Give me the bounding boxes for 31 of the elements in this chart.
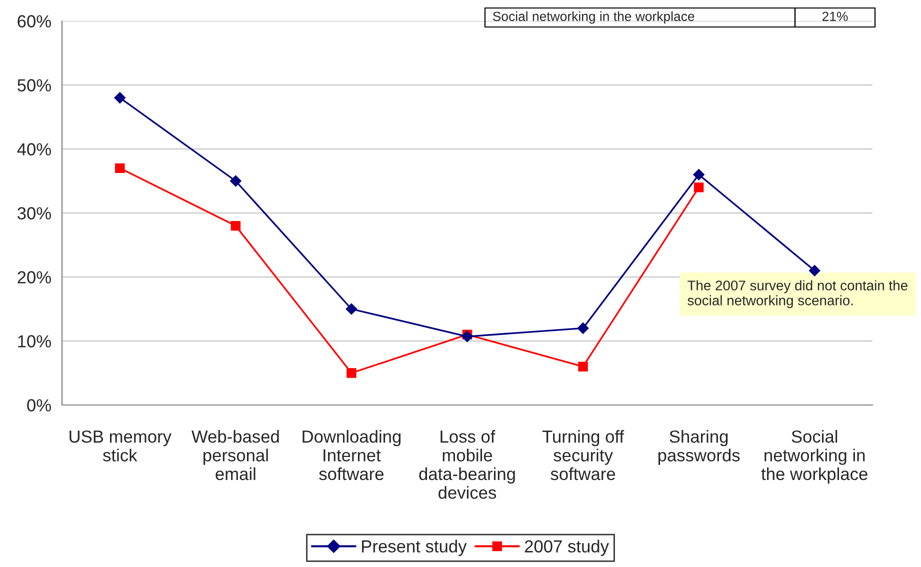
point — [462, 330, 473, 342]
x-tick-label: Turning off security software — [542, 430, 624, 480]
point — [577, 322, 589, 334]
point — [114, 92, 126, 104]
point — [230, 220, 241, 231]
point — [230, 175, 242, 187]
y-tick-label: 10% — [18, 335, 51, 348]
point — [694, 182, 704, 192]
x-tick-label: Social networking in the workplace — [761, 430, 868, 484]
y-tick-label: 30% — [18, 207, 51, 220]
x-tick-label: Sharing passwords — [658, 430, 740, 465]
annotation: Social networking in the workplace — [492, 11, 694, 24]
point — [346, 368, 356, 378]
legend-label: 2007 study — [524, 540, 609, 556]
y-tick-label: 0% — [27, 399, 51, 412]
y-tick-label: 50% — [18, 79, 51, 92]
y-tick-label: 40% — [17, 143, 51, 156]
point — [578, 362, 588, 372]
x-tick-label: Web-based personal email — [192, 430, 279, 480]
legend-label: Present study — [362, 540, 467, 556]
x-tick-label: Downloading Internet software — [302, 430, 401, 480]
point — [346, 303, 358, 315]
point — [115, 163, 125, 174]
y-tick-label: 60% — [18, 15, 51, 28]
point — [693, 168, 704, 180]
annotation: The 2007 survey did not contain the social networking scenario. — [688, 280, 908, 308]
text: 21% — [822, 12, 848, 21]
x-tick-label: Loss of mobile data-bearing devices — [419, 430, 515, 499]
x-tick-label: USB memory stick — [70, 430, 172, 462]
point — [808, 264, 820, 276]
y-tick-label: 20% — [18, 271, 51, 284]
